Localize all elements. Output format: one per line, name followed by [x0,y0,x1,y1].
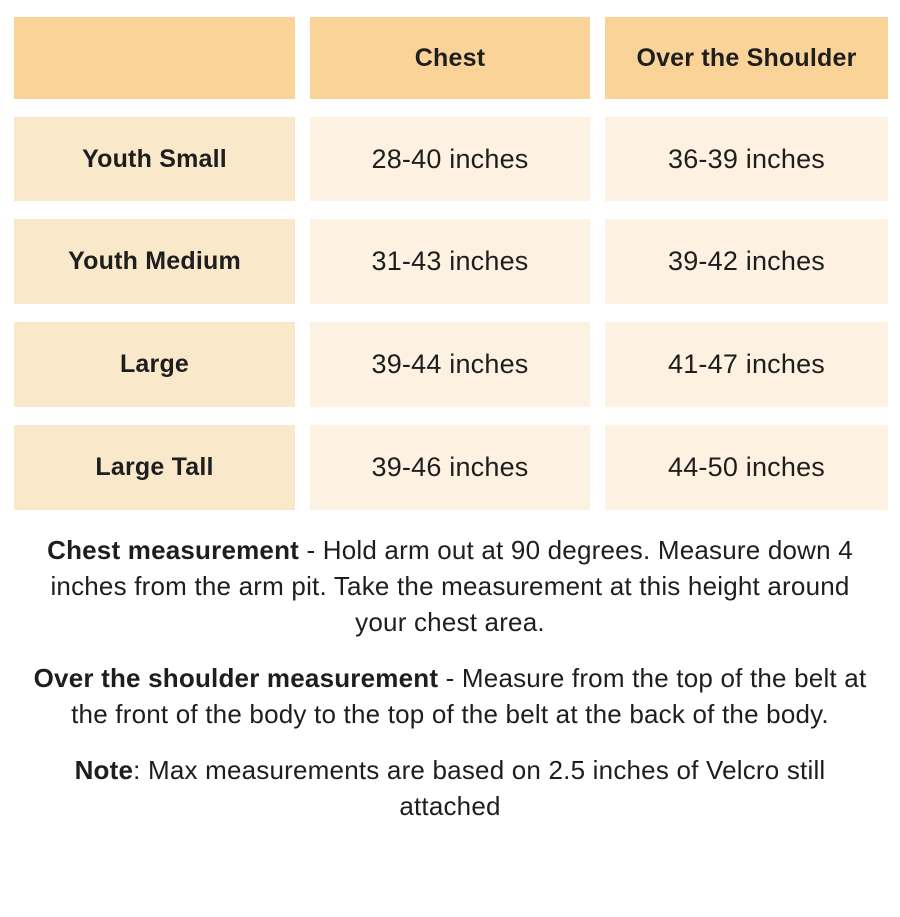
chest-value: 31-43 inches [310,219,590,304]
over-shoulder-measurement-note: Over the shoulder measurement - Measure … [28,660,872,732]
notes-section: Chest measurement - Hold arm out at 90 d… [0,532,900,824]
over-shoulder-measurement-note-lead: Over the shoulder measurement [33,663,439,693]
chest-measurement-note-lead: Chest measurement [47,535,300,565]
chest-value: 39-44 inches [310,322,590,407]
column-header-over-shoulder: Over the Shoulder [605,17,888,99]
over-shoulder-value: 44-50 inches [605,425,888,510]
over-shoulder-value: 41-47 inches [605,322,888,407]
chest-value: 28-40 inches [310,117,590,201]
over-shoulder-measurement-note-text: - Measure from the top of the belt at th… [71,663,867,729]
sizing-chart-page: Chest Over the Shoulder Youth Small 28-4… [0,17,900,824]
over-shoulder-value: 36-39 inches [605,117,888,201]
velcro-note-lead: Note [74,755,134,785]
velcro-note: Note: Max measurements are based on 2.5 … [28,752,872,824]
table-corner-cell [14,17,295,99]
over-shoulder-value: 39-42 inches [605,219,888,304]
row-label-youth-medium: Youth Medium [14,219,295,304]
row-label-large-tall: Large Tall [14,425,295,510]
size-table: Chest Over the Shoulder Youth Small 28-4… [14,17,888,510]
chest-measurement-note-text: - Hold arm out at 90 degrees. Measure do… [50,535,853,637]
row-label-large: Large [14,322,295,407]
chest-value: 39-46 inches [310,425,590,510]
row-label-youth-small: Youth Small [14,117,295,201]
velcro-note-text: : Max measurements are based on 2.5 inch… [133,755,826,821]
chest-measurement-note: Chest measurement - Hold arm out at 90 d… [28,532,872,640]
column-header-chest: Chest [310,17,590,99]
